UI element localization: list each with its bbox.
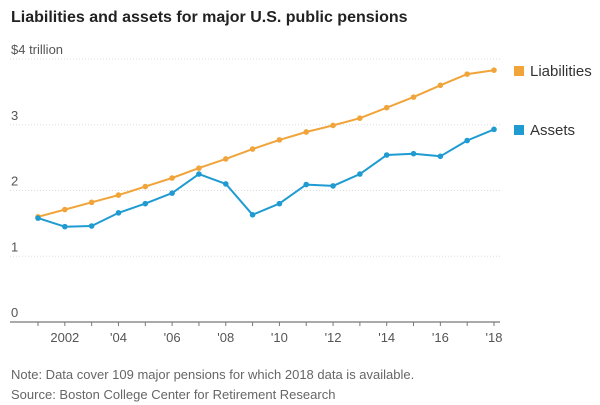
x-tick-label: '06	[164, 330, 181, 345]
assets-point	[142, 200, 149, 207]
legend: Liabilities Assets	[514, 63, 592, 139]
x-axis: 2002 '04 '06 '08 '10 '12 '14 '16 '18	[37, 322, 503, 345]
legend-label-assets: Assets	[530, 122, 575, 139]
assets-point	[303, 181, 310, 188]
legend-swatch-assets	[514, 125, 524, 135]
liabilities-point	[115, 192, 122, 198]
x-tick-label: '12	[325, 330, 342, 345]
y-tick-label: 0	[11, 305, 18, 320]
legend-swatch-liabilities	[514, 66, 524, 76]
liabilities-point	[410, 94, 417, 100]
assets-point	[249, 212, 256, 218]
x-tick-label: '08	[217, 330, 234, 345]
liabilities-point	[169, 175, 175, 181]
liabilities-point	[249, 146, 256, 152]
source-note: Source: Boston College Center for Retire…	[11, 387, 335, 402]
assets-point	[410, 150, 417, 157]
chart-title: Liabilities and assets for major U.S. pu…	[11, 9, 408, 26]
assets-point	[357, 171, 363, 177]
x-tick-label: 2002	[50, 330, 79, 345]
assets-point	[169, 190, 175, 196]
liabilities-point	[437, 82, 444, 89]
assets-point	[222, 181, 229, 187]
liabilities-point	[88, 199, 95, 206]
assets-point	[491, 126, 497, 133]
assets-point	[330, 183, 336, 189]
assets-point	[115, 210, 122, 216]
footnote: Note: Data cover 109 major pensions for …	[11, 367, 414, 382]
assets-point	[383, 152, 390, 158]
y-axis: 0 1 2 3 $4 trillion	[11, 42, 63, 320]
x-tick-label: '18	[486, 330, 503, 345]
liabilities-point	[196, 165, 202, 171]
liabilities-point	[383, 104, 390, 111]
y-tick-label: 2	[11, 174, 18, 189]
y-tick-label: 3	[11, 108, 18, 123]
liabilities-point	[357, 115, 363, 121]
liabilities-line	[37, 69, 495, 218]
assets-point	[437, 153, 444, 160]
assets-point	[88, 223, 95, 229]
series-lines	[35, 67, 497, 230]
gridlines	[10, 58, 500, 323]
legend-label-liabilities: Liabilities	[530, 63, 592, 80]
liabilities-point	[303, 129, 310, 135]
assets-point	[276, 200, 283, 207]
liabilities-point	[62, 206, 68, 213]
assets-point	[196, 171, 202, 177]
x-tick-label: '16	[432, 330, 449, 345]
y-tick-label: 1	[11, 239, 18, 254]
liabilities-point	[330, 122, 336, 129]
liabilities-point	[276, 137, 283, 143]
liabilities-point	[491, 67, 497, 73]
liabilities-point	[464, 71, 470, 77]
assets-point	[35, 215, 41, 221]
liabilities-point	[222, 156, 229, 162]
assets-line	[37, 128, 495, 228]
x-tick-label: '04	[110, 330, 127, 345]
assets-point	[62, 223, 68, 230]
liabilities-point	[142, 183, 149, 190]
assets-point	[464, 137, 470, 144]
y-tick-label: $4 trillion	[11, 42, 63, 57]
x-tick-label: '14	[378, 330, 395, 345]
x-tick-label: '10	[271, 330, 288, 345]
